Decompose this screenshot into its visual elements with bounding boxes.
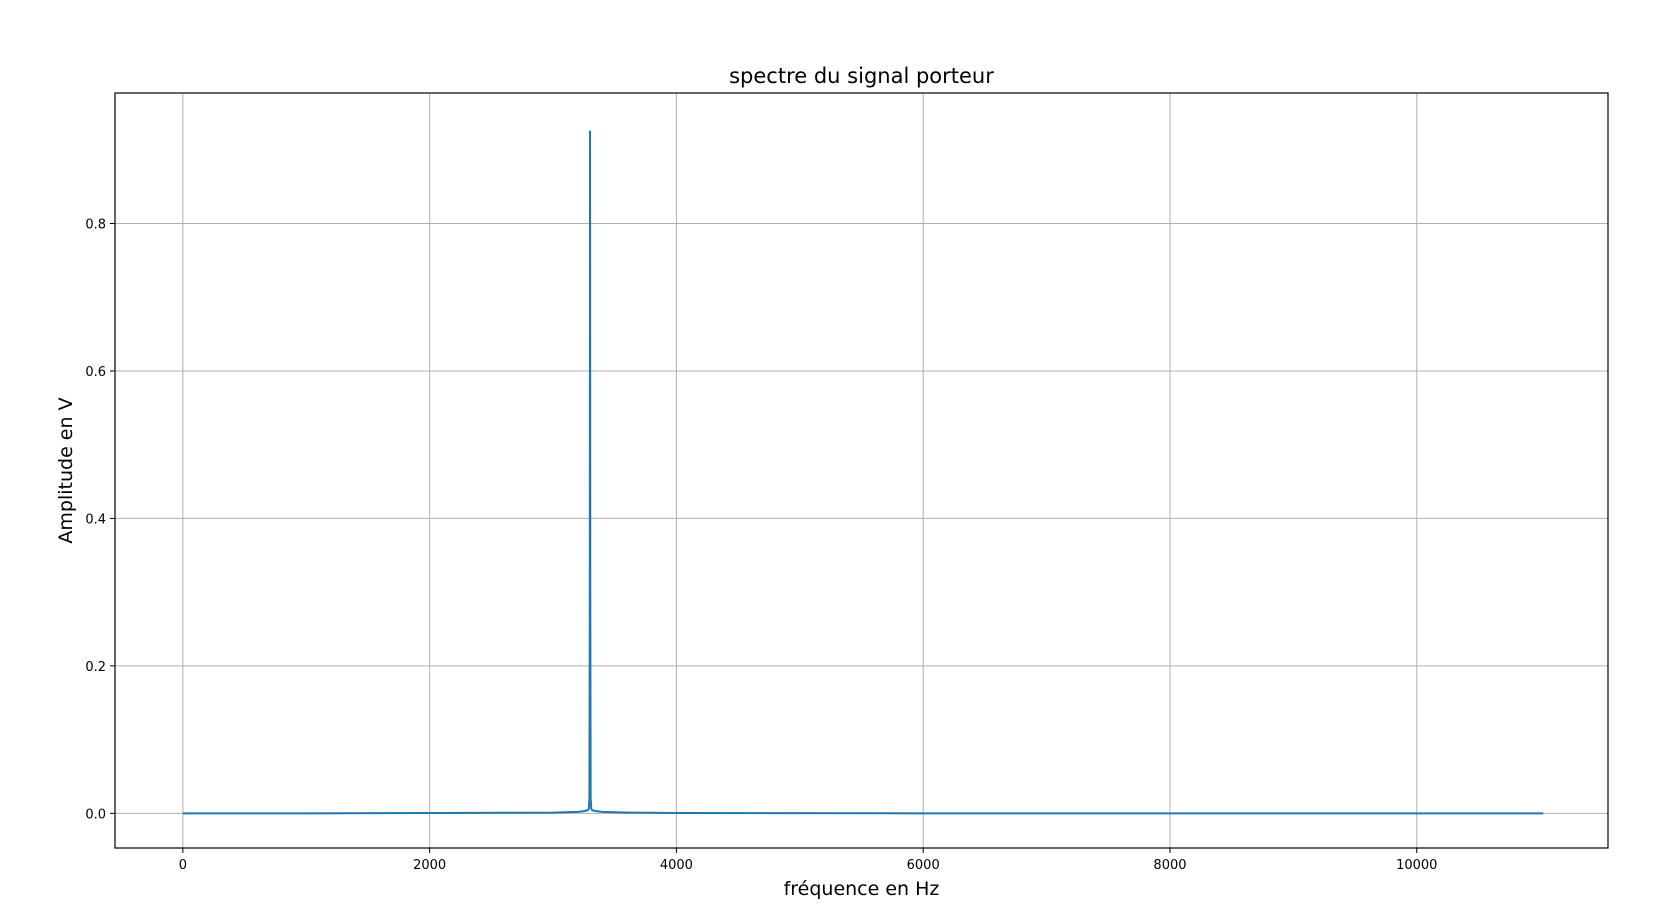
y-tick-label: 0.6 — [85, 365, 106, 380]
y-tick-label: 0.4 — [85, 512, 106, 527]
series-layer — [182, 130, 1544, 815]
x-tick-label: 4000 — [660, 858, 693, 873]
x-tick-label: 8000 — [1153, 858, 1186, 873]
x-tick-label: 10000 — [1396, 858, 1437, 873]
chart-title: spectre du signal porteur — [729, 64, 994, 88]
x-tick-label: 2000 — [413, 858, 446, 873]
x-axis-title: fréquence en Hz — [784, 878, 940, 900]
y-tick-label: 0.8 — [85, 218, 106, 233]
x-tick-label: 0 — [179, 858, 187, 873]
x-tick-label: 6000 — [907, 858, 940, 873]
plot-frame — [114, 92, 1609, 849]
y-tick-label: 0.0 — [85, 807, 106, 822]
y-tick-label: 0.2 — [85, 660, 106, 675]
axis-ticks: 0 2000 4000 6000 8000 10000 0.0 0.2 0.4 0.6 0.8 — [85, 218, 1437, 873]
series-line — [182, 130, 1544, 815]
y-axis-title: Amplitude en V — [55, 397, 77, 543]
